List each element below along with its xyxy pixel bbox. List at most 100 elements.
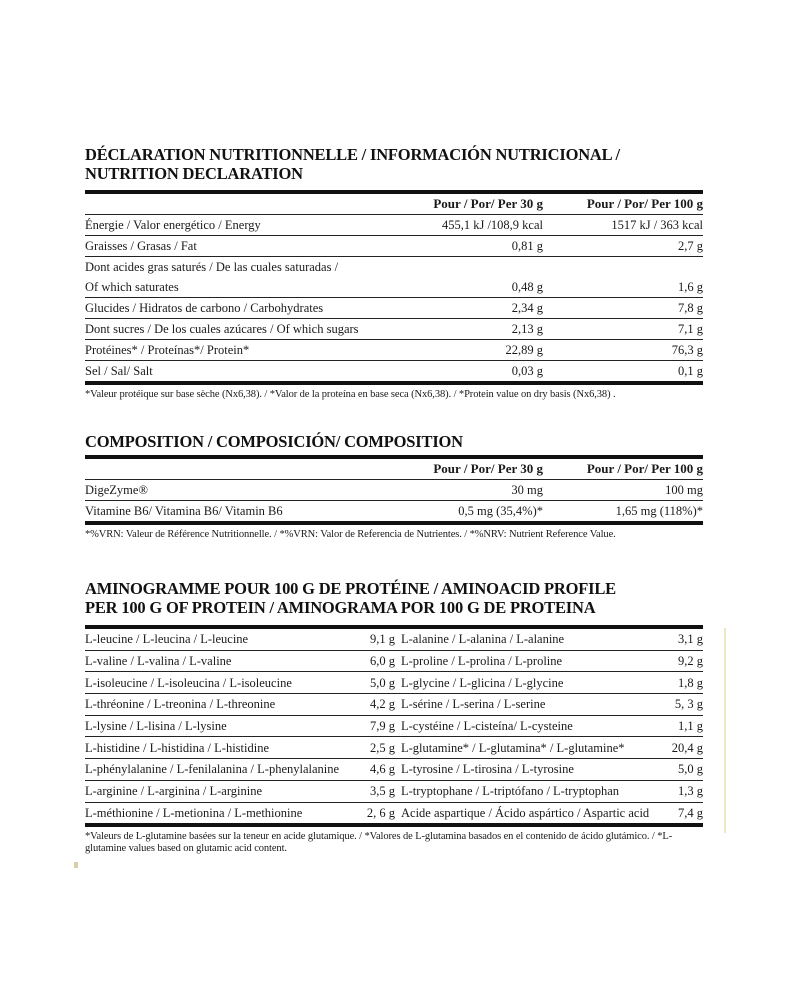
column-header: Pour / Por/ Per 100 g (586, 196, 703, 211)
divider (85, 190, 703, 194)
table-row: DigeZyme® 30 mg 100 mg (85, 480, 703, 501)
amino-acid-value: 4,6 g (370, 762, 395, 777)
table-row: L-histidine / L-histidina / L-histidine 2… (85, 737, 703, 760)
amino-acid-label: L-phénylalanine / L-fenilalanina / L-phe… (85, 762, 340, 777)
nutrient-value: 0,81 g (511, 239, 543, 253)
amino-acid-value: 4,2 g (370, 697, 395, 712)
nutrient-value: 30 mg (511, 483, 543, 497)
amino-acid-label: L-thréonine / L-treonina / L-threonine (85, 697, 276, 712)
divider (85, 381, 703, 385)
amino-acid-value: 1,8 g (678, 675, 703, 690)
column-header: Pour / Por/ Per 30 g (433, 196, 543, 211)
table-row: L-arginine / L-arginina / L-arginine 3,5 … (85, 781, 703, 803)
nutrient-value: 0,48 g (511, 280, 543, 294)
table-row: Énergie / Valor energético / Energy 455,1… (85, 215, 703, 236)
amino-acid-value: 3,1 g (678, 632, 703, 647)
nutrient-value: 22,89 g (505, 343, 544, 357)
amino-acid-label: L-proline / L-prolina / L-proline (401, 654, 563, 669)
amino-acid-value: 3,5 g (370, 784, 395, 799)
nutrition-section: DÉCLARATION NUTRITIONNELLE / INFORMACIÓN… (85, 145, 703, 401)
nutrient-value: 7,8 g (678, 301, 703, 315)
composition-footnote: *%VRN: Valeur de Référence Nutritionnell… (85, 529, 616, 540)
amino-acid-value: 20,4 g (671, 740, 703, 755)
nutrient-value: 455,1 kJ /108,9 kcal (441, 218, 543, 232)
table-row: L-phénylalanine / L-fenilalanina / L-phe… (85, 759, 703, 781)
nutrient-label: Énergie / Valor energético / Energy (85, 218, 261, 232)
table-row: Of which saturates 0,48 g 1,6 g (85, 277, 703, 298)
table-row: Graisses / Grasas / Fat 0,81 g 2,7 g (85, 236, 703, 257)
amino-title: AMINOGRAMME POUR 100 G DE PROTÉINE / AMI… (85, 579, 616, 617)
amino-acid-value: 5, 3 g (674, 697, 703, 712)
nutrient-label: Graisses / Grasas / Fat (85, 239, 197, 253)
amino-acid-value: 7,4 g (678, 805, 703, 820)
nutrient-value: 2,7 g (678, 239, 703, 253)
table-row: L-leucine / L-leucina / L-leucine 9,1 g L-… (85, 629, 703, 651)
amino-acid-label: L-glutamine* / L-glutamina* / L-glutamin… (401, 740, 625, 755)
nutrient-label: DigeZyme® (85, 483, 148, 497)
divider (85, 823, 703, 828)
nutrient-value: 0,03 g (511, 364, 543, 378)
amino-acid-label: L-méthionine / L-metionina / L-methionin… (85, 805, 303, 820)
nutrient-value: 2,34 g (511, 301, 543, 315)
nutrient-label: Protéines* / Proteínas*/ Protein* (85, 343, 250, 357)
amino-acid-value: 9,2 g (678, 654, 703, 669)
divider (85, 521, 703, 525)
nutrient-label: Vitamine B6/ Vitamina B6/ Vitamin B6 (85, 504, 283, 518)
table-row: L-isoleucine / L-isoleucina / L-isoleuci… (85, 672, 703, 695)
nutrient-label: Dont acides gras saturés / De las cuales… (85, 260, 339, 274)
nutrition-table: Pour / Por/ Per 30 g Pour / Por/ Per 100 … (85, 194, 703, 381)
amino-acid-label: L-glycine / L-glicina / L-glycine (401, 675, 564, 690)
nutrient-label: Sel / Sal/ Salt (85, 364, 153, 378)
decorative-mark (74, 862, 78, 868)
nutrient-value: 1,6 g (678, 280, 703, 294)
amino-acid-label: Acide aspartique / Ácido aspártico / Asp… (401, 805, 650, 820)
amino-acid-value: 7,9 g (370, 719, 395, 734)
amino-acid-label: L-tyrosine / L-tirosina / L-tyrosine (401, 762, 574, 777)
nutrient-value: 1,65 mg (118%)* (615, 504, 703, 518)
nutrient-value: 7,1 g (678, 322, 703, 336)
table-row: L-thréonine / L-treonina / L-threonine 4,… (85, 694, 703, 716)
amino-acid-value: 2, 6 g (366, 805, 395, 820)
amino-acid-label: L-valine / L-valina / L-valine (85, 654, 232, 669)
table-row: Dont acides gras saturés / De las cuales… (85, 257, 703, 277)
table-row: L-méthionine / L-metionina / L-methionin… (85, 803, 703, 824)
nutrient-value: 0,5 mg (35,4%)* (458, 504, 543, 518)
amino-footnote: *Valeurs de L-glutamine basées sur la te… (85, 831, 673, 855)
amino-section: AMINOGRAMME POUR 100 G DE PROTÉINE / AMI… (85, 579, 703, 855)
composition-section: COMPOSITION / COMPOSICIÓN/ COMPOSITION P… (85, 432, 703, 541)
decorative-line (724, 628, 726, 833)
nutrient-value: 1517 kJ / 363 kcal (611, 218, 703, 232)
amino-acid-label: L-cystéine / L-cisteína/ L-cysteine (401, 719, 573, 734)
amino-acid-value: 5,0 g (678, 762, 703, 777)
nutrient-value: 100 mg (665, 483, 703, 497)
amino-acid-label: L-lysine / L-lisina / L-lysine (85, 719, 227, 734)
amino-acid-value: 1,1 g (678, 719, 703, 734)
table-row: Vitamine B6/ Vitamina B6/ Vitamin B6 0,5 … (85, 501, 703, 521)
composition-title: COMPOSITION / COMPOSICIÓN/ COMPOSITION (85, 432, 463, 451)
table-row: L-valine / L-valina / L-valine 6,0 g L-pro… (85, 651, 703, 673)
amino-acid-label: L-alanine / L-alanina / L-alanine (401, 632, 565, 647)
table-row: L-lysine / L-lisina / L-lysine 7,9 g L-cys… (85, 716, 703, 738)
nutrient-label: Of which saturates (85, 280, 179, 294)
divider (85, 455, 703, 459)
amino-acid-label: L-tryptophane / L-triptófano / L-tryptop… (401, 784, 619, 799)
amino-acid-label: L-isoleucine / L-isoleucina / L-isoleuci… (85, 675, 292, 690)
amino-acid-label: L-arginine / L-arginina / L-arginine (85, 784, 263, 799)
amino-table: L-leucine / L-leucina / L-leucine 9,1 g L-… (85, 629, 703, 823)
amino-acid-value: 9,1 g (370, 632, 395, 647)
column-header: Pour / Por/ Per 100 g (586, 461, 703, 476)
table-row: Dont sucres / De los cuales azúcares / O… (85, 319, 703, 340)
column-header: Pour / Por/ Per 30 g (433, 461, 543, 476)
amino-acid-value: 2,5 g (370, 740, 395, 755)
table-row: Sel / Sal/ Salt 0,03 g 0,1 g (85, 361, 703, 381)
amino-acid-label: L-histidine / L-histidina / L-histidine (85, 740, 270, 755)
amino-acid-label: L-sérine / L-serina / L-serine (401, 697, 546, 712)
table-row: Protéines* / Proteínas*/ Protein* 22,89 g… (85, 340, 703, 361)
amino-acid-value: 6,0 g (370, 654, 395, 669)
amino-acid-value: 1,3 g (678, 784, 703, 799)
table-row: Glucides / Hidratos de carbono / Carbohy… (85, 298, 703, 319)
composition-table: Pour / Por/ Per 30 g Pour / Por/ Per 100 … (85, 459, 703, 521)
amino-acid-label: L-leucine / L-leucina / L-leucine (85, 632, 249, 647)
nutrient-value: 76,3 g (671, 343, 703, 357)
nutrition-title: DÉCLARATION NUTRITIONNELLE / INFORMACIÓN… (85, 145, 620, 183)
